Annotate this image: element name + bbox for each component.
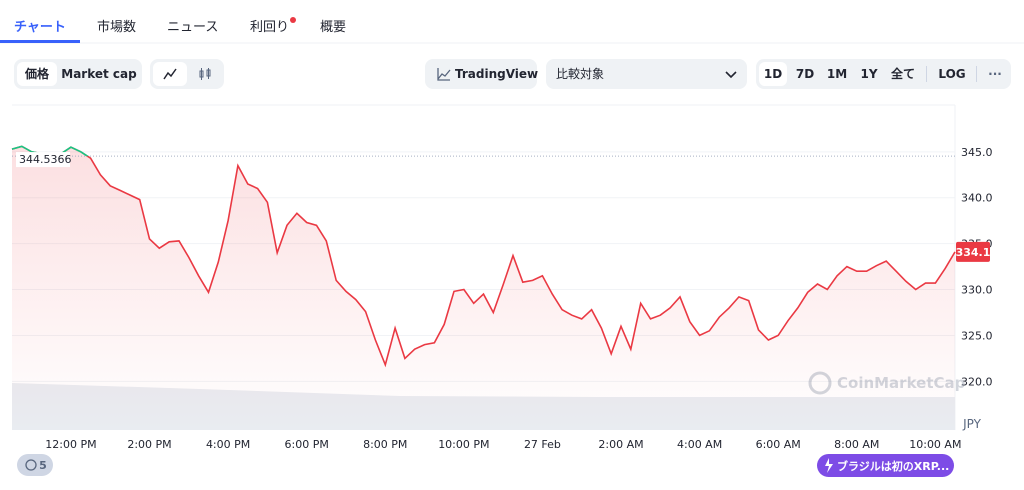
y-tick-label: 320.0 bbox=[961, 375, 993, 388]
range-button[interactable]: 7D bbox=[795, 67, 815, 81]
tab[interactable]: チャート bbox=[14, 20, 66, 35]
y-tick-label: 330.0 bbox=[961, 284, 993, 297]
x-tick-label: 4:00 PM bbox=[206, 438, 250, 451]
x-tick-label: 6:00 AM bbox=[756, 438, 801, 451]
tab[interactable]: ニュース bbox=[167, 20, 219, 35]
last-price-label: 334.1 bbox=[956, 246, 991, 259]
x-tick-label: 10:00 PM bbox=[438, 438, 489, 451]
x-tick-label: 12:00 PM bbox=[45, 438, 96, 451]
reference-label-bg bbox=[16, 152, 70, 168]
range-button[interactable]: 1D bbox=[759, 62, 787, 86]
line-icon bbox=[163, 68, 177, 80]
market-cap-button[interactable]: Market cap bbox=[61, 67, 137, 81]
tab[interactable]: 利回り bbox=[250, 20, 290, 35]
x-tick-label: 27 Feb bbox=[524, 438, 561, 451]
range-button[interactable]: 1Y bbox=[860, 67, 878, 81]
news-text: ブラジルは初のXRP... bbox=[837, 459, 949, 473]
range-button[interactable]: 全て bbox=[890, 67, 915, 81]
badge-count: 5 bbox=[39, 459, 47, 472]
reference-label: 344.5366 bbox=[19, 153, 72, 166]
active-tab-underline bbox=[0, 40, 80, 43]
candle-icon bbox=[199, 68, 211, 80]
x-tick-label: 10:00 AM bbox=[909, 438, 961, 451]
log-button[interactable]: LOG bbox=[938, 67, 966, 81]
range-toggle bbox=[756, 59, 1011, 89]
tradingview-icon bbox=[437, 68, 451, 81]
watermark: CoinMarketCap bbox=[808, 371, 966, 395]
x-tick-label: 6:00 PM bbox=[285, 438, 329, 451]
badge[interactable]: 5 bbox=[17, 454, 53, 476]
x-tick-label: 4:00 AM bbox=[677, 438, 722, 451]
y-tick-label: 340.0 bbox=[961, 192, 993, 205]
compare-dropdown[interactable] bbox=[546, 59, 747, 89]
separator bbox=[926, 66, 927, 82]
price-button[interactable]: 価格 bbox=[17, 62, 57, 86]
last-price-tag bbox=[956, 241, 990, 262]
tradingview-button[interactable]: TradingView bbox=[455, 67, 539, 81]
more-button[interactable]: ··· bbox=[988, 67, 1002, 81]
x-tick-label: 2:00 AM bbox=[598, 438, 643, 451]
separator bbox=[976, 66, 977, 82]
tab[interactable]: 概要 bbox=[320, 20, 347, 35]
line-chart-button[interactable] bbox=[153, 62, 187, 86]
candle-chart-button[interactable] bbox=[189, 62, 221, 86]
tradingview-button-bg bbox=[425, 59, 537, 89]
notification-dot bbox=[290, 17, 296, 23]
x-tick-label: 8:00 PM bbox=[363, 438, 407, 451]
y-tick-label: 345.0 bbox=[961, 146, 993, 159]
news-pill[interactable]: ブラジルは初のXRP... bbox=[817, 454, 954, 477]
compare-label: 比較対象 bbox=[556, 67, 605, 81]
watermark-text: CoinMarketCap bbox=[837, 374, 966, 392]
price-line bbox=[11, 145, 956, 368]
x-tick-label: 2:00 PM bbox=[127, 438, 171, 451]
x-tick-label: 8:00 AM bbox=[834, 438, 879, 451]
chevron-icon bbox=[725, 71, 737, 79]
currency-label: JPY bbox=[962, 417, 982, 431]
y-tick-label: 325.0 bbox=[961, 329, 993, 342]
range-button[interactable]: 1M bbox=[826, 67, 848, 81]
tab[interactable]: 市場数 bbox=[97, 20, 137, 35]
price-area bbox=[12, 146, 955, 431]
